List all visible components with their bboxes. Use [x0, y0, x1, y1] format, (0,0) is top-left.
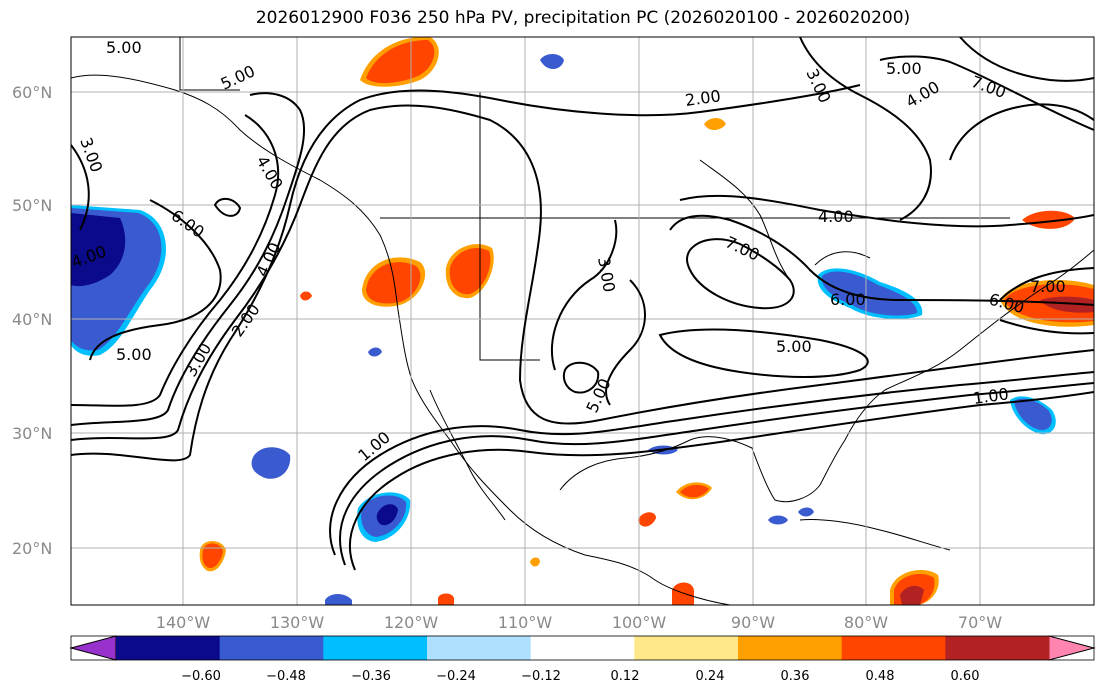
latitude-labels: 60°N 50°N 40°N 30°N 20°N [12, 83, 52, 558]
colorbar-segment [427, 636, 532, 660]
map-area [71, 37, 1094, 605]
colorbar-segment [738, 636, 843, 660]
colorbar-segment [116, 636, 221, 660]
pv-contours [71, 37, 1094, 571]
lon-tick-label: 120°W [384, 613, 439, 632]
lon-tick-label: 80°W [844, 613, 888, 632]
colorbar-outline [70, 635, 1095, 661]
colorbar-segment [219, 636, 324, 660]
lon-tick-label: 130°W [270, 613, 325, 632]
contour-label: 2.00 [684, 86, 722, 110]
colorbar-tick-label: 0.60 [951, 669, 980, 684]
lat-tick-label: 60°N [12, 83, 52, 102]
colorbar-tick-label: −0.12 [521, 669, 561, 684]
colorbar-tick-label: −0.60 [181, 669, 221, 684]
colorbar-max-arrow [1048, 635, 1096, 661]
contour-label: 7.00 [1030, 277, 1066, 296]
colorbar-segment [945, 636, 1050, 660]
colorbar: −0.60 −0.48 −0.36 −0.24 −0.12 0.12 0.24 … [69, 635, 1096, 684]
longitude-labels: 140°W 130°W 120°W 110°W 100°W 90°W 80°W … [156, 613, 1002, 632]
contour-label: 5.00 [106, 38, 142, 57]
colorbar-segment [323, 636, 428, 660]
lat-tick-label: 40°N [12, 310, 52, 329]
colorbar-tick-label: 0.24 [696, 669, 725, 684]
lon-tick-label: 140°W [156, 613, 211, 632]
lon-tick-label: 110°W [498, 613, 553, 632]
lat-tick-label: 20°N [12, 539, 52, 558]
lat-tick-label: 30°N [12, 424, 52, 443]
map-frame [70, 36, 1095, 606]
contour-label: 4.00 [818, 207, 854, 226]
colorbar-tick-label: 0.12 [611, 669, 640, 684]
colorbar-tick-label: 0.36 [781, 669, 810, 684]
contour-label: 6.00 [830, 290, 866, 309]
colorbar-segment [841, 636, 946, 660]
contour-label: 1.00 [972, 384, 1010, 408]
contour-label: 5.00 [116, 345, 152, 364]
lon-tick-label: 70°W [958, 613, 1002, 632]
colorbar-tick-label: −0.36 [351, 669, 391, 684]
contour-label: 5.00 [776, 337, 812, 356]
colorbar-tick-label: −0.24 [436, 669, 476, 684]
map-title: 2026012900 F036 250 hPa PV, precipitatio… [255, 8, 911, 28]
lat-tick-label: 50°N [12, 196, 52, 215]
precip-negative-anomalies [71, 54, 1056, 605]
contour-label: 5.00 [886, 59, 922, 78]
colorbar-segment [530, 636, 635, 660]
colorbar-tick-label: 0.48 [866, 669, 895, 684]
lon-tick-label: 90°W [731, 613, 775, 632]
colorbar-min-arrow [69, 635, 117, 661]
lon-tick-label: 100°W [612, 613, 667, 632]
colorbar-segment [634, 636, 739, 660]
colorbar-tick-label: −0.48 [266, 669, 306, 684]
